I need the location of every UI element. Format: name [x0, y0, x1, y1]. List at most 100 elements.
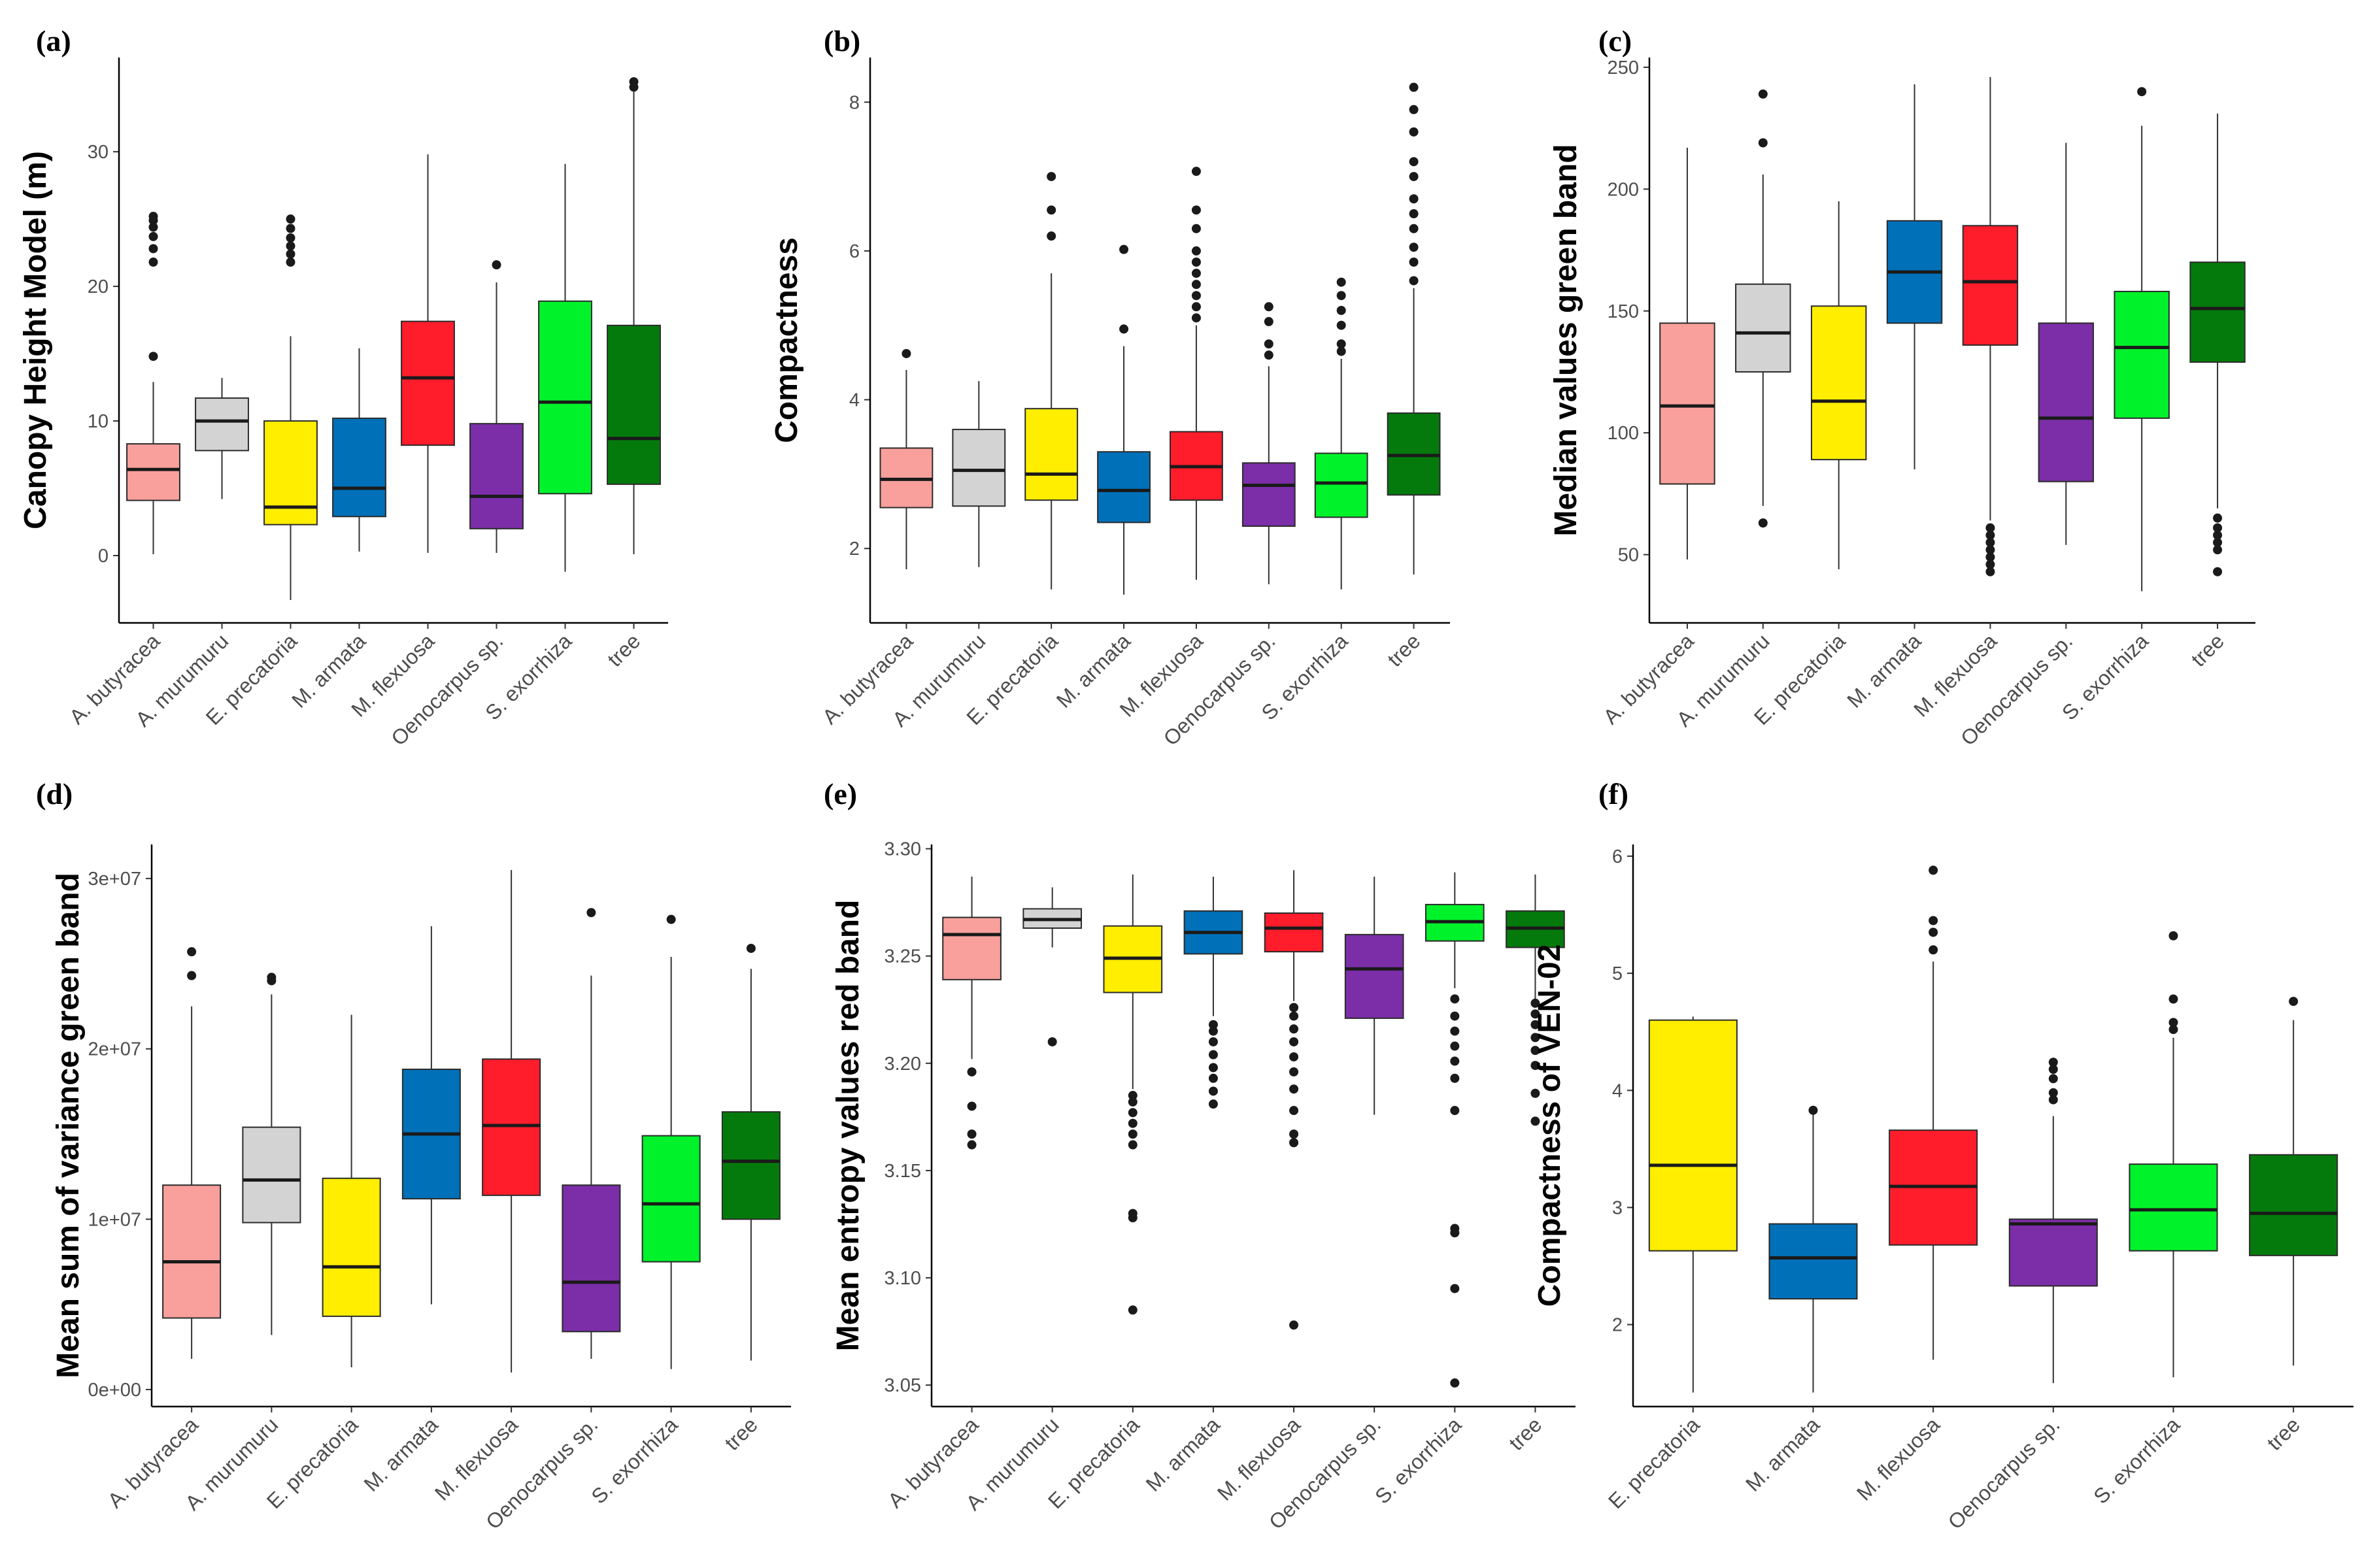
outlier-point — [2137, 87, 2147, 97]
outlier-point — [1409, 194, 1419, 204]
box-e-precatoria — [1103, 874, 1163, 1315]
outlier-point — [1450, 1073, 1460, 1083]
box-tree — [1387, 82, 1441, 575]
box-iqr — [162, 1184, 222, 1319]
outlier-point — [1289, 1067, 1299, 1076]
outlier-point — [1530, 1009, 1540, 1019]
y-tick-label: 0 — [98, 546, 109, 567]
outlier-point — [1409, 82, 1419, 92]
outlier-point — [2289, 997, 2299, 1007]
box-iqr — [263, 420, 318, 525]
box-m-armata — [401, 926, 461, 1305]
outlier-point — [1208, 1063, 1218, 1073]
box-iqr — [332, 417, 386, 518]
outlier-point — [1289, 1106, 1299, 1116]
y-tick-label: 3.05 — [885, 1375, 921, 1396]
box-iqr — [2249, 1154, 2338, 1256]
box-m-flexuosa — [1264, 870, 1324, 1330]
box-iqr — [607, 324, 661, 485]
outlier-point — [1119, 244, 1129, 254]
box-tree — [607, 77, 661, 554]
outlier-point — [1758, 89, 1768, 99]
box-m-flexuosa — [401, 154, 455, 553]
outlier-point — [1985, 559, 1995, 569]
outlier-point — [1289, 1011, 1299, 1021]
outlier-point — [1047, 172, 1056, 182]
box-iqr — [952, 429, 1006, 507]
outlier-point — [1191, 167, 1201, 176]
outlier-point — [1128, 1129, 1138, 1139]
box-oenocarpus-sp — [1344, 876, 1404, 1115]
outlier-point — [1191, 302, 1201, 312]
outlier-point — [1450, 1106, 1460, 1116]
outlier-point — [1289, 1024, 1299, 1034]
outlier-point — [2213, 530, 2223, 540]
outlier-point — [1264, 302, 1273, 312]
outlier-point — [2213, 545, 2223, 555]
x-tick-label: M. flexuosa — [1852, 1412, 1944, 1505]
outlier-point — [1929, 865, 1938, 875]
outlier-point — [1191, 291, 1201, 301]
box-s-exorrhiza — [2114, 87, 2170, 592]
outlier-point — [1450, 1378, 1460, 1388]
outlier-point — [1208, 1073, 1218, 1083]
outlier-point — [1530, 1116, 1540, 1126]
box-a-butyracea — [942, 876, 1002, 1150]
box-iqr — [1962, 225, 2019, 346]
box-a-butyracea — [1659, 147, 1715, 560]
box-iqr — [195, 397, 249, 452]
outlier-point — [2213, 523, 2223, 533]
box-tree — [721, 943, 781, 1361]
box-iqr — [1768, 1223, 1858, 1300]
outlier-point — [1450, 994, 1460, 1004]
box-iqr — [721, 1111, 781, 1220]
outlier-point — [1191, 205, 1201, 215]
outlier-point — [1409, 224, 1419, 233]
outlier-point — [1530, 1020, 1540, 1029]
outlier-point — [1409, 157, 1419, 167]
outlier-point — [148, 231, 158, 241]
box-m-armata — [1097, 244, 1151, 595]
box-iqr — [1344, 933, 1404, 1019]
outlier-point — [1264, 339, 1273, 349]
outlier-point — [1128, 1118, 1138, 1128]
box-m-armata — [1886, 84, 1943, 470]
x-tick-label: M. armata — [1141, 1412, 1224, 1495]
outlier-point — [1530, 1061, 1540, 1071]
box-iqr — [242, 1126, 301, 1224]
outlier-point — [1530, 1033, 1540, 1043]
y-tick-label: 20 — [88, 276, 109, 297]
y-tick-label: 100 — [1608, 423, 1639, 444]
y-tick-label: 8 — [849, 92, 860, 113]
y-tick-label: 2e+07 — [88, 1039, 141, 1060]
box-a-murumuru — [952, 381, 1006, 567]
outlier-point — [2168, 1025, 2178, 1035]
outlier-point — [1758, 138, 1768, 148]
box-m-flexuosa — [1889, 865, 1978, 1360]
box-iqr — [2008, 1218, 2098, 1287]
box-tree — [2189, 113, 2246, 576]
outlier-point — [1047, 231, 1056, 241]
y-axis-label: Median values green band — [1549, 144, 1583, 536]
outlier-point — [1047, 205, 1056, 215]
outlier-point — [1450, 1056, 1460, 1066]
outlier-point — [1450, 1224, 1460, 1233]
outlier-point — [1208, 1050, 1218, 1059]
y-tick-label: 3.10 — [885, 1268, 921, 1289]
y-axis-label: Mean entropy values red band — [831, 900, 866, 1352]
outlier-point — [1289, 1138, 1299, 1148]
outlier-point — [2213, 537, 2223, 547]
box-a-butyracea — [126, 212, 180, 554]
y-axis-label: Compactness of VEN-02 — [1532, 944, 1567, 1307]
outlier-point — [1191, 313, 1201, 323]
outlier-point — [1191, 280, 1201, 290]
box-a-murumuru — [195, 378, 249, 499]
box-e-precatoria — [1648, 1016, 1738, 1393]
outlier-point — [492, 260, 501, 270]
outlier-point — [1409, 257, 1419, 267]
outlier-point — [967, 1067, 977, 1076]
outlier-point — [1336, 305, 1346, 315]
outlier-point — [1336, 339, 1346, 349]
